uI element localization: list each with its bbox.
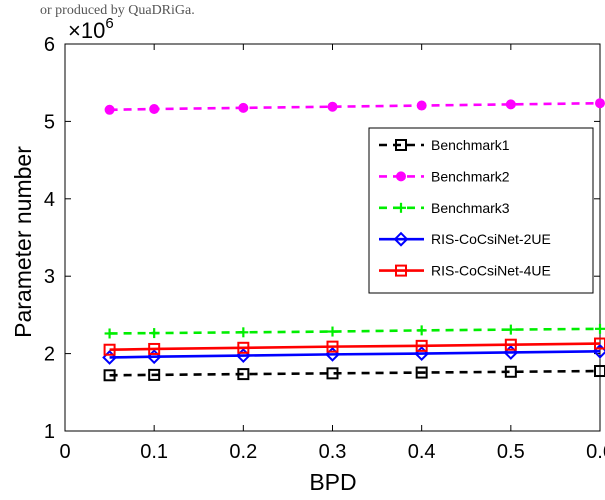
x-tick-label: 0.1	[140, 441, 168, 463]
data-point	[416, 325, 427, 336]
data-point	[504, 338, 517, 351]
data-point	[595, 323, 605, 334]
y-multiplier-base: ×10	[68, 18, 105, 43]
data-point	[237, 368, 250, 381]
data-point	[504, 365, 517, 378]
x-tick-label: 0.5	[497, 441, 525, 463]
data-point	[505, 99, 516, 110]
x-tick-label: 0	[59, 441, 70, 463]
data-point	[104, 104, 115, 115]
legend-item: RIS-CoCsiNet-4UE	[379, 263, 551, 279]
data-point	[505, 324, 516, 335]
data-point	[416, 100, 427, 111]
legend-marker	[393, 231, 409, 247]
data-point	[103, 369, 116, 382]
x-tick-label: 0.6	[586, 441, 605, 463]
legend-item: Benchmark3	[379, 200, 510, 216]
data-point	[326, 367, 339, 380]
series-benchmark2	[104, 98, 605, 115]
x-tick-label: 0.4	[408, 441, 436, 463]
y-tick-label: 2	[44, 344, 55, 366]
plot-area: 0 0.1 0.2 0.3 0.4 0.5 0.6 1 2 3 4 5 6	[44, 34, 605, 463]
y-tick-label: 4	[44, 189, 55, 211]
data-point	[595, 98, 605, 109]
y-tick-label: 6	[44, 34, 55, 56]
legend-item: RIS-CoCsiNet-2UE	[379, 231, 551, 247]
legend-label: RIS-CoCsiNet-2UE	[431, 231, 551, 247]
x-axis-label: BPD	[309, 469, 356, 495]
x-tick-label: 0.3	[319, 441, 347, 463]
data-point	[327, 101, 338, 112]
data-point	[103, 343, 116, 356]
legend-marker	[395, 139, 407, 151]
legend-item: Benchmark1	[379, 137, 510, 153]
data-point	[148, 342, 161, 355]
data-point	[237, 341, 250, 354]
y-axis-label: Parameter number	[10, 146, 36, 338]
y-tick-label: 3	[44, 266, 55, 288]
series-ris-cocsinet-4ue	[103, 337, 605, 356]
y-tick-label: 1	[44, 421, 55, 443]
legend-label: Benchmark2	[431, 168, 510, 184]
series-line	[109, 369, 601, 377]
series-benchmark1	[103, 365, 605, 382]
data-point	[149, 104, 160, 115]
data-point	[326, 340, 339, 353]
data-point	[415, 339, 428, 352]
series-line	[109, 101, 601, 112]
legend-label: RIS-CoCsiNet-4UE	[431, 263, 551, 279]
legend: Benchmark1 Benchmark2 Benchmark3 RIS-CoCsiN…	[368, 127, 594, 294]
y-tick-label: 5	[44, 111, 55, 133]
data-point	[594, 337, 605, 350]
legend-marker	[396, 171, 406, 182]
y-axis-multiplier: ×106	[68, 15, 114, 43]
legend-label: Benchmark3	[431, 200, 510, 216]
legend-label: Benchmark1	[431, 137, 510, 153]
legend-marker	[395, 264, 407, 277]
series-line	[109, 327, 601, 335]
data-point	[327, 326, 338, 337]
data-point	[104, 328, 115, 339]
y-multiplier-exponent: 6	[105, 15, 113, 32]
data-point	[594, 365, 605, 378]
x-tick-label: 0.2	[229, 441, 257, 463]
data-point	[238, 327, 249, 338]
legend-marker	[396, 202, 406, 213]
series-benchmark3	[104, 323, 605, 339]
data-point	[149, 328, 160, 339]
data-point	[415, 366, 428, 379]
caption-fragment: or produced by QuaDRiGa.	[40, 3, 195, 18]
data-point	[148, 368, 161, 381]
series-line	[109, 342, 601, 352]
legend-item: Benchmark2	[379, 168, 510, 184]
series-line	[109, 349, 601, 359]
data-point	[238, 102, 249, 113]
